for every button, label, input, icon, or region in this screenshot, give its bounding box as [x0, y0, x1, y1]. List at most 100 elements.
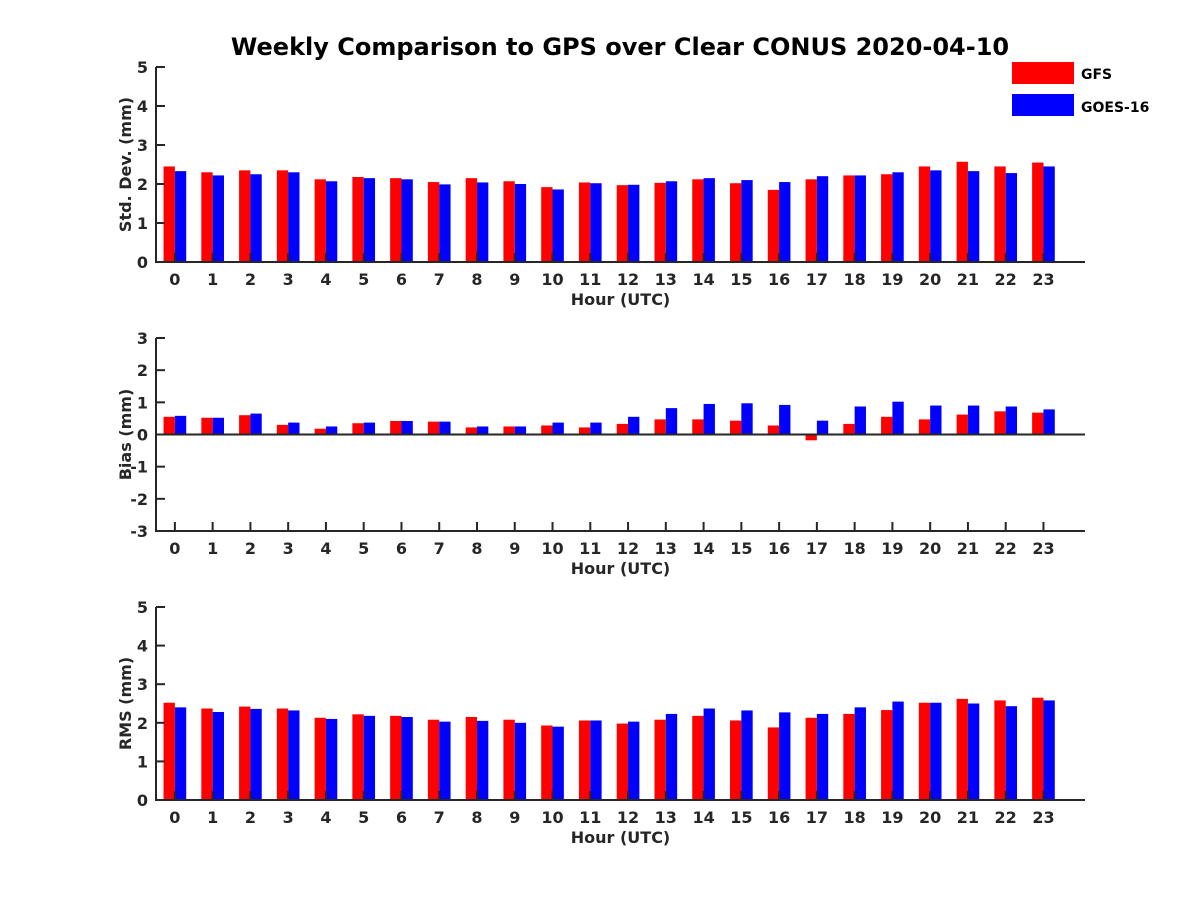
bar-bias-gfs-hour-20 [918, 419, 931, 435]
xtick-label: 22 [995, 270, 1017, 289]
xtick-label: 8 [471, 270, 482, 289]
bar-rms-gfs-hour-2 [239, 706, 251, 800]
xtick-label: 19 [881, 539, 903, 558]
bar-rms-gfs-hour-12 [616, 723, 629, 800]
bar-std-dev-goes16-hour-4 [325, 181, 338, 262]
bar-bias-gfs-hour-1 [201, 417, 213, 435]
bar-std-dev-goes16-hour-19 [892, 172, 904, 262]
xtick-label: 10 [541, 808, 563, 827]
bar-rms-goes16-hour-16 [779, 712, 791, 800]
bar-rms-goes16-hour-12 [628, 721, 640, 800]
xtick-label: 9 [509, 270, 520, 289]
xtick-label: 1 [207, 270, 218, 289]
bar-bias-gfs-hour-0 [163, 416, 175, 435]
xtick-label: 0 [169, 270, 180, 289]
xtick-label: 17 [806, 808, 828, 827]
xtick-label: 5 [358, 270, 369, 289]
bar-std-dev-goes16-hour-12 [628, 184, 640, 262]
bar-bias-goes16-hour-7 [439, 421, 451, 435]
bar-rms-goes16-hour-5 [363, 715, 376, 800]
bar-rms-gfs-hour-22 [994, 700, 1006, 800]
xtick-label: 18 [844, 539, 866, 558]
ytick-label: 1 [137, 214, 148, 233]
xtick-label: 1 [207, 539, 218, 558]
ytick-label: 3 [137, 329, 148, 348]
ytick-label: 2 [137, 714, 148, 733]
xtick-label: 20 [919, 808, 941, 827]
ytick-label: 0 [137, 253, 148, 272]
bar-std-dev-goes16-hour-6 [401, 179, 413, 262]
xtick-label: 12 [617, 270, 639, 289]
xtick-label: 16 [768, 808, 790, 827]
xtick-label: 4 [320, 539, 331, 558]
bar-rms-gfs-hour-16 [767, 727, 780, 800]
bar-rms-goes16-hour-4 [325, 718, 338, 800]
bar-std-dev-gfs-hour-5 [352, 176, 364, 262]
xtick-label: 8 [471, 539, 482, 558]
bar-bias-gfs-hour-14 [692, 419, 704, 435]
bar-bias-gfs-hour-17 [805, 434, 817, 441]
xtick-label: 1 [207, 808, 218, 827]
xtick-label: 20 [919, 539, 941, 558]
figure-title: Weekly Comparison to GPS over Clear CONU… [231, 33, 1009, 61]
bar-bias-goes16-hour-22 [1005, 406, 1018, 435]
bar-rms-gfs-hour-8 [465, 717, 477, 800]
bar-rms-gfs-hour-7 [427, 719, 440, 800]
xtick-label: 23 [1032, 539, 1054, 558]
xtick-label: 3 [283, 808, 294, 827]
bar-bias-gfs-hour-22 [994, 411, 1006, 435]
xtick-label: 7 [434, 270, 445, 289]
bar-bias-goes16-hour-11 [590, 422, 602, 435]
xtick-label: 5 [358, 539, 369, 558]
bar-std-dev-gfs-hour-11 [578, 182, 591, 262]
bar-bias-goes16-hour-23 [1043, 409, 1055, 435]
bar-bias-gfs-hour-16 [767, 425, 780, 435]
xtick-label: 23 [1032, 270, 1054, 289]
bar-rms-goes16-hour-14 [703, 708, 715, 800]
bar-std-dev-goes16-hour-5 [363, 178, 376, 262]
xtick-label: 13 [655, 270, 677, 289]
bar-std-dev-gfs-hour-23 [1032, 162, 1044, 262]
bar-rms-goes16-hour-22 [1005, 706, 1018, 800]
xtick-label: 15 [730, 539, 752, 558]
bar-rms-goes16-hour-10 [552, 726, 564, 800]
xtick-label: 12 [617, 808, 639, 827]
ytick-label: 4 [137, 97, 148, 116]
bar-std-dev-goes16-hour-13 [665, 181, 678, 262]
xtick-label: 5 [358, 808, 369, 827]
bar-rms-gfs-hour-9 [503, 719, 515, 800]
ytick-label: 3 [137, 136, 148, 155]
bar-rms-goes16-hour-13 [665, 713, 678, 800]
bar-std-dev-gfs-hour-6 [390, 178, 402, 262]
ytick-label: 1 [137, 752, 148, 771]
yaxis-label-bias: Bias (mm) [116, 389, 135, 481]
bar-rms-gfs-hour-1 [201, 708, 213, 800]
ytick-label: 4 [137, 637, 148, 656]
bar-bias-goes16-hour-0 [174, 415, 187, 435]
bar-std-dev-gfs-hour-3 [276, 170, 289, 262]
bar-bias-gfs-hour-8 [465, 427, 477, 435]
bar-std-dev-gfs-hour-16 [767, 189, 780, 262]
bar-bias-goes16-hour-4 [325, 426, 338, 435]
bar-std-dev-gfs-hour-13 [654, 182, 666, 262]
ytick-label: 5 [137, 598, 148, 617]
bar-std-dev-goes16-hour-7 [439, 184, 451, 262]
xaxis-label-rms: Hour (UTC) [571, 828, 671, 847]
legend-label-goes16: GOES-16 [1081, 100, 1149, 116]
bar-bias-gfs-hour-3 [276, 424, 289, 435]
bar-bias-goes16-hour-9 [514, 426, 527, 435]
xtick-label: 19 [881, 270, 903, 289]
xtick-label: 11 [579, 270, 601, 289]
bar-bias-goes16-hour-8 [477, 426, 489, 435]
xtick-label: 23 [1032, 808, 1054, 827]
ytick-label: 0 [137, 426, 148, 445]
xtick-label: 22 [995, 808, 1017, 827]
xaxis-label-std-dev: Hour (UTC) [571, 290, 671, 309]
bar-rms-goes16-hour-8 [477, 720, 489, 800]
xtick-label: 21 [957, 539, 979, 558]
bar-rms-goes16-hour-3 [288, 710, 300, 800]
bar-std-dev-gfs-hour-10 [541, 187, 553, 262]
bar-std-dev-gfs-hour-1 [201, 172, 213, 262]
legend: GFS GOES-16 [1012, 62, 1149, 116]
bar-bias-goes16-hour-2 [250, 413, 262, 435]
